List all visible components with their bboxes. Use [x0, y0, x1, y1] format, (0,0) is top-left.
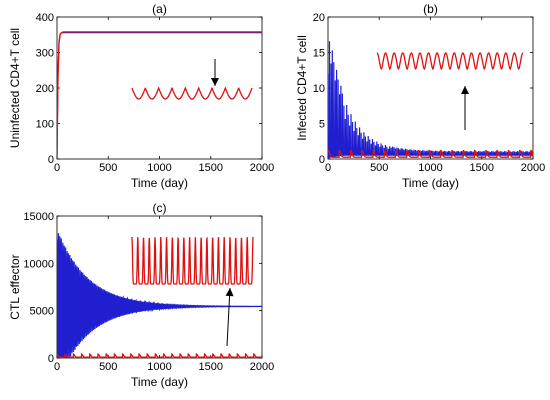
series-group — [57, 233, 262, 358]
panel-title: (a) — [152, 2, 167, 16]
panel-2 — [56, 215, 263, 359]
x-tick-label: 0 — [325, 162, 331, 174]
x-tick-label: 1000 — [147, 162, 171, 174]
arrow-head — [461, 86, 469, 94]
x-axis-label: Time (day) — [402, 176, 459, 190]
x-tick-label: 1500 — [199, 162, 223, 174]
inset-zoom-line — [131, 236, 254, 285]
inset-zoom-line — [131, 86, 253, 100]
arrow-head — [225, 288, 234, 297]
y-axis-label: CTL effector — [8, 254, 22, 319]
y-tick-label: 10000 — [23, 258, 54, 270]
series-line-0 — [57, 233, 262, 358]
y-tick-label: 5000 — [30, 306, 54, 318]
y-tick-label: 10 — [313, 83, 325, 95]
series-group — [57, 31, 262, 159]
x-tick-label: 1500 — [470, 162, 494, 174]
x-tick-label: 500 — [370, 162, 388, 174]
x-tick-label: 0 — [54, 162, 60, 174]
axes-box — [56, 16, 263, 160]
y-tick-label: 0 — [319, 154, 325, 166]
x-tick-label: 500 — [99, 162, 117, 174]
y-tick-label: 0 — [48, 154, 54, 166]
y-tick-label: 0 — [48, 353, 54, 365]
y-tick-label: 5 — [319, 119, 325, 131]
x-tick-label: 1000 — [418, 162, 442, 174]
panel-title: (b) — [423, 2, 438, 16]
y-tick-label: 200 — [36, 83, 54, 95]
y-tick-label: 100 — [36, 119, 54, 131]
y-tick-label: 400 — [36, 12, 54, 24]
panel-0 — [56, 16, 263, 160]
x-axis-label: Time (day) — [131, 375, 188, 389]
y-tick-label: 20 — [313, 12, 325, 24]
y-axis-label: Uninfected CD4+T cell — [8, 28, 22, 148]
x-tick-label: 2000 — [521, 162, 545, 174]
arrow-head — [211, 78, 219, 86]
series-line-1 — [328, 149, 533, 158]
arrow-shaft — [226, 287, 231, 347]
y-tick-label: 15 — [313, 48, 325, 60]
series-line-1 — [57, 31, 262, 159]
x-axis-label: Time (day) — [131, 176, 188, 190]
x-tick-label: 1500 — [199, 361, 223, 373]
panel-title: (c) — [153, 201, 167, 215]
x-tick-label: 500 — [99, 361, 117, 373]
x-tick-label: 2000 — [250, 361, 274, 373]
x-tick-label: 1000 — [147, 361, 171, 373]
series-line-1 — [57, 352, 262, 358]
y-tick-label: 300 — [36, 48, 54, 60]
panel-1 — [327, 16, 534, 160]
y-axis-label: Infected CD4+T cell — [295, 35, 309, 141]
series-group — [328, 41, 533, 159]
series-line-0 — [57, 32, 262, 159]
x-tick-label: 0 — [54, 361, 60, 373]
inset-zoom-line — [376, 52, 524, 71]
x-tick-label: 2000 — [250, 162, 274, 174]
y-tick-label: 15000 — [23, 211, 54, 223]
